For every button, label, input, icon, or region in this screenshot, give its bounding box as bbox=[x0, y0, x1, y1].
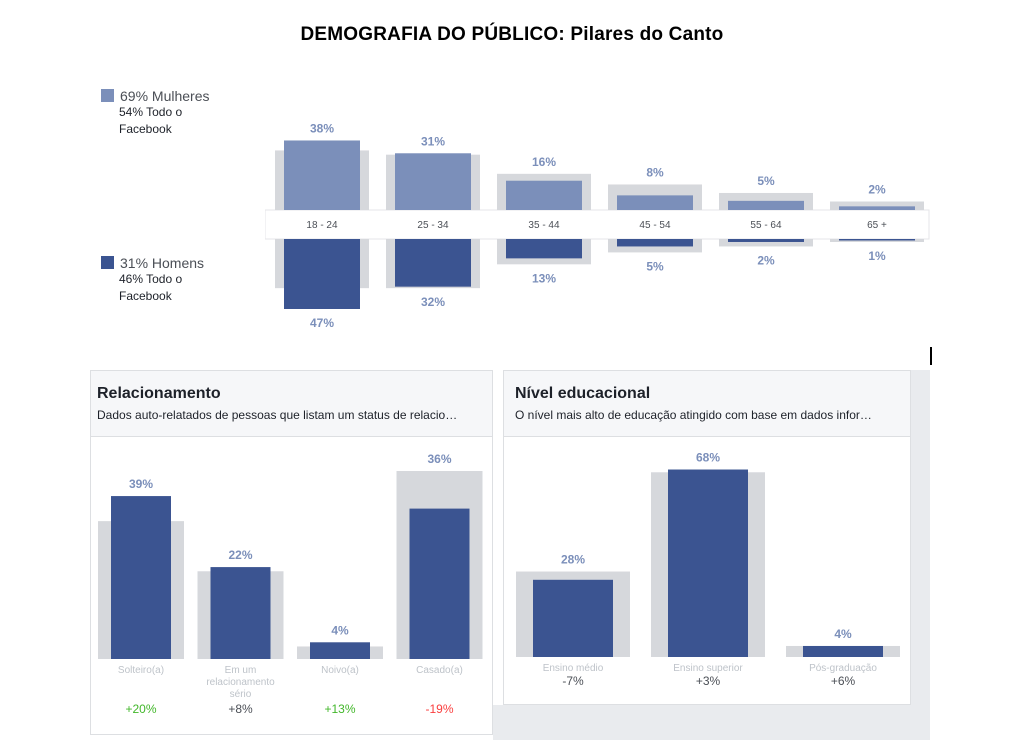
relationship-panel-header: Relacionamento Dados auto-relatados de p… bbox=[91, 371, 492, 437]
data-label: 4% bbox=[834, 627, 852, 641]
audience-bar bbox=[310, 642, 370, 659]
women-facebook-bar bbox=[830, 201, 924, 210]
relationship-panel: Relacionamento Dados auto-relatados de p… bbox=[90, 370, 493, 735]
women-bar bbox=[728, 200, 804, 210]
women-swatch-icon bbox=[101, 89, 114, 102]
men-bar bbox=[839, 239, 915, 241]
age-tick-label: 25 - 34 bbox=[417, 220, 449, 231]
women-data-label: 16% bbox=[532, 155, 556, 169]
women-bar bbox=[839, 206, 915, 210]
age-tick-label: 65 + bbox=[867, 220, 887, 231]
audience-bar bbox=[803, 645, 883, 657]
data-label: 39% bbox=[129, 477, 153, 491]
men-bar bbox=[617, 239, 693, 247]
men-data-label: 5% bbox=[646, 259, 664, 273]
women-bar bbox=[284, 140, 360, 210]
difference-label: +3% bbox=[696, 674, 721, 688]
background-strip-bottom bbox=[493, 705, 930, 740]
data-label: 36% bbox=[427, 452, 451, 466]
education-chart: 28% Ensino médio-7% 68% Ensino superior+3% 4… bbox=[516, 451, 900, 688]
education-title: Nível educacional bbox=[515, 385, 651, 402]
legend-women: 69% Mulheres 54% Todo o Facebook bbox=[101, 88, 210, 138]
difference-label: -19% bbox=[425, 702, 453, 716]
category-label: Solteiro(a) bbox=[118, 665, 164, 676]
women-bar bbox=[395, 153, 471, 210]
category-label: Noivo(a) bbox=[321, 665, 359, 676]
women-data-label: 38% bbox=[310, 121, 334, 135]
audience-bar bbox=[111, 496, 171, 659]
men-data-label: 47% bbox=[310, 316, 334, 330]
difference-label: -7% bbox=[562, 674, 584, 688]
audience-bar bbox=[668, 469, 748, 657]
legend-men-label: 31% Homens bbox=[120, 255, 205, 271]
legend-women-label: 69% Mulheres bbox=[120, 88, 210, 104]
men-bar bbox=[506, 239, 582, 259]
relationship-title: Relacionamento bbox=[97, 385, 221, 402]
text-cursor bbox=[930, 347, 932, 365]
women-bar bbox=[506, 180, 582, 210]
men-bar bbox=[395, 239, 471, 287]
data-label: 4% bbox=[331, 623, 349, 637]
men-bar bbox=[728, 239, 804, 242]
audience-bar bbox=[409, 508, 470, 659]
men-data-label: 32% bbox=[421, 295, 445, 309]
men-facebook-bar bbox=[719, 239, 813, 247]
women-data-label: 8% bbox=[646, 165, 664, 179]
page-title: DEMOGRAFIA DO PÚBLICO: Pilares do Canto bbox=[300, 24, 724, 45]
education-panel: Nível educacional O nível mais alto de e… bbox=[503, 370, 911, 705]
category-label: Em um relacionamento sério bbox=[206, 665, 275, 700]
background-strip bbox=[910, 370, 930, 740]
women-data-label: 2% bbox=[868, 182, 886, 196]
legend-men: 31% Homens 46% Todo o Facebook bbox=[101, 255, 204, 305]
men-data-label: 13% bbox=[532, 271, 556, 285]
age-tick-label: 45 - 54 bbox=[639, 220, 671, 231]
relationship-chart: 39% Solteiro(a) +20% 22% Em um relacionamento… bbox=[98, 452, 483, 716]
category-label: Ensino superior bbox=[673, 663, 743, 674]
men-bar bbox=[284, 239, 360, 309]
category-label: Ensino médio bbox=[543, 663, 604, 674]
data-label: 68% bbox=[696, 451, 720, 465]
legend-women-facebook: 54% Todo o Facebook bbox=[119, 105, 183, 136]
age-band bbox=[265, 209, 930, 240]
men-data-label: 1% bbox=[868, 249, 886, 263]
age-tick-label: 55 - 64 bbox=[750, 220, 782, 231]
men-data-label: 2% bbox=[757, 253, 775, 267]
difference-label: +20% bbox=[125, 702, 156, 716]
education-subtitle: O nível mais alto de educação atingido c… bbox=[515, 408, 872, 422]
difference-label: +13% bbox=[324, 702, 355, 716]
women-bar bbox=[617, 195, 693, 210]
data-label: 28% bbox=[561, 553, 585, 567]
women-data-label: 5% bbox=[757, 174, 775, 188]
audience-bar bbox=[210, 567, 271, 659]
age-tick-label: 35 - 44 bbox=[528, 220, 560, 231]
category-label: Pós-graduação bbox=[809, 663, 877, 674]
age-tick-label: 18 - 24 bbox=[306, 220, 338, 231]
women-data-label: 31% bbox=[421, 134, 445, 148]
audience-bar bbox=[533, 579, 613, 657]
relationship-subtitle: Dados auto-relatados de pessoas que list… bbox=[97, 408, 458, 422]
age-gender-chart: 38% 47% 18 - 24 31% 32% 25 - 34 16% 13% 35 - 44 8… bbox=[265, 121, 930, 330]
education-panel-header: Nível educacional O nível mais alto de e… bbox=[504, 371, 910, 437]
difference-label: +8% bbox=[228, 702, 253, 716]
legend-men-facebook: 46% Todo o Facebook bbox=[119, 272, 183, 303]
category-label: Casado(a) bbox=[416, 665, 463, 676]
difference-label: +6% bbox=[831, 674, 856, 688]
men-swatch-icon bbox=[101, 256, 114, 269]
data-label: 22% bbox=[228, 548, 252, 562]
